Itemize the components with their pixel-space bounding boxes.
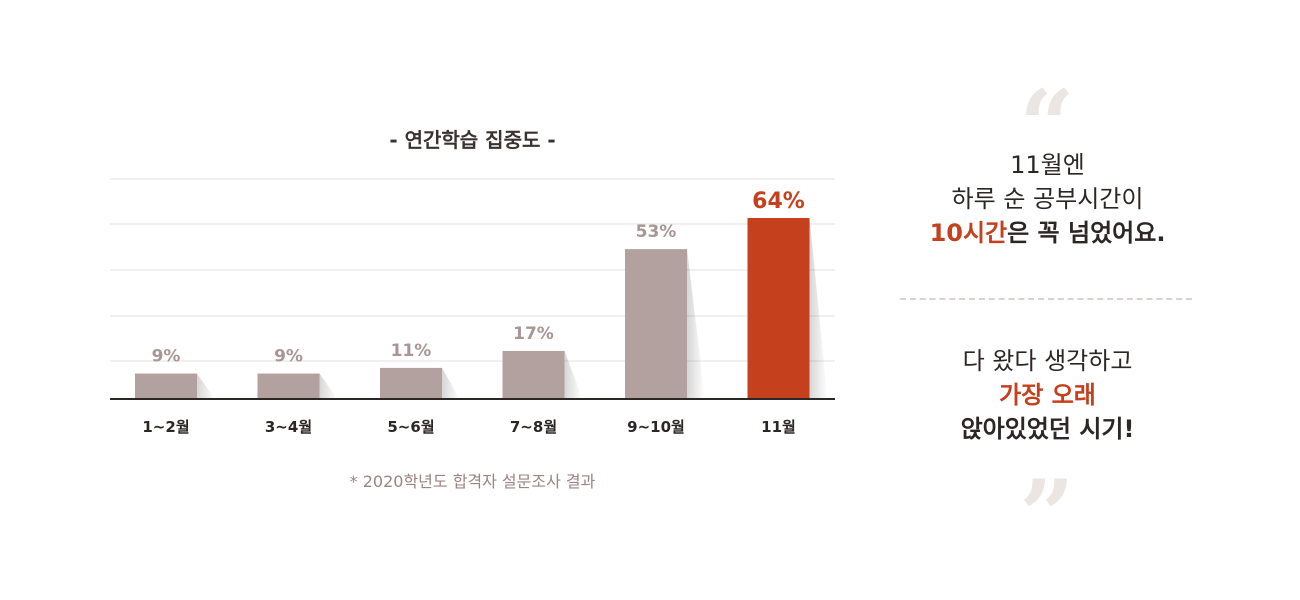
chart-title: - 연간학습 집중도 - — [389, 128, 556, 152]
quote-block-2: 다 왔다 생각하고 가장 오래 앉아있었던 시기! — [880, 344, 1215, 446]
bar-shadow — [442, 367, 460, 399]
bar — [135, 373, 197, 399]
bar — [625, 249, 687, 399]
bar — [257, 373, 320, 399]
quote-1-line-1: 11월엔 — [1010, 151, 1085, 179]
category-label: 1~2월 — [142, 418, 189, 436]
bar-shadow — [319, 373, 338, 399]
category-label: 5~6월 — [387, 418, 434, 436]
open-quote-icon: “ — [1019, 69, 1075, 182]
category-label: 9~10월 — [627, 418, 685, 436]
chart-footnote: * 2020학년도 합격자 설문조사 결과 — [349, 472, 596, 491]
dashed-divider — [900, 298, 1192, 300]
bar — [380, 367, 442, 399]
quote-1-line-3: 10시간은 꼭 넘었어요. — [880, 216, 1215, 250]
bar-chart: 9% 1~2월 9% 3~4월 11% 5~6월 17% 7~8월 53% 9~10월 64% 11월 — [110, 178, 835, 436]
bar — [502, 350, 565, 399]
bar-shadow — [564, 350, 583, 399]
quote-1-line-3-rest: 은 꼭 넘었어요. — [1007, 219, 1166, 247]
bar-value-label: 11% — [391, 341, 432, 361]
category-label: 3~4월 — [265, 418, 312, 436]
category-label: 7~8월 — [510, 418, 557, 436]
quote-2-line-1: 다 왔다 생각하고 — [962, 347, 1133, 375]
quote-1-line-2: 하루 순 공부시간이 — [951, 185, 1144, 213]
quote-2-line-3: 앉아있었던 시기! — [960, 415, 1135, 443]
quote-block-1: 11월엔 하루 순 공부시간이 10시간은 꼭 넘었어요. — [880, 148, 1215, 250]
bar-value-label: 17% — [513, 324, 554, 344]
bar-value-label: 9% — [274, 347, 303, 367]
bar-value-label: 9% — [152, 347, 181, 367]
close-quote-icon: ” — [1019, 459, 1075, 572]
category-label: 11월 — [761, 418, 796, 436]
bar-value-label: 53% — [636, 222, 677, 242]
bar-shadow — [809, 218, 828, 399]
bar-shadow — [687, 249, 705, 399]
quote-2-highlight: 가장 오래 — [999, 381, 1096, 409]
quote-1-highlight: 10시간 — [929, 219, 1008, 247]
bar-highlight — [747, 218, 810, 399]
bar-value-label: 64% — [752, 189, 805, 214]
bar-shadow — [197, 373, 215, 399]
